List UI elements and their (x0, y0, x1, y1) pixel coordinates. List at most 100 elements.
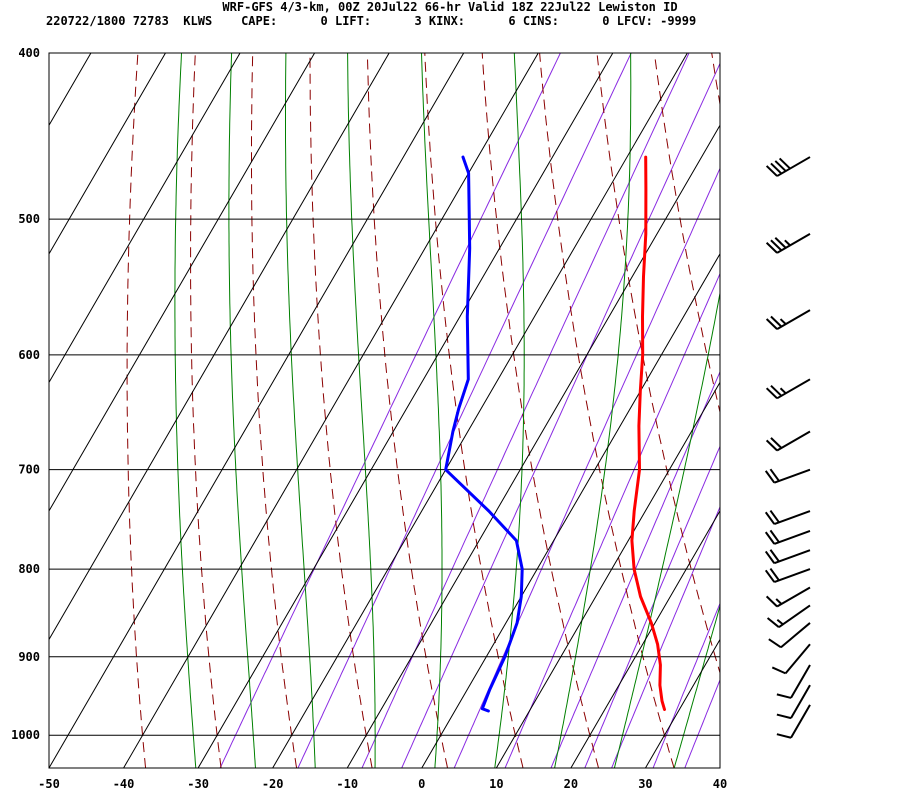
wind-barb-staff (776, 586, 811, 608)
dry-adiabat (366, 53, 448, 768)
y-tick-label: 800 (18, 562, 40, 576)
wind-barb-flag (769, 567, 780, 581)
y-tick-label: 1000 (11, 728, 40, 742)
isotherm-line (570, 509, 720, 768)
wind-barb-staff (790, 684, 811, 719)
isotherm-line (49, 53, 316, 512)
wind-barb (764, 549, 811, 565)
mixing-ratio-line (401, 62, 720, 768)
isotherm-line (49, 53, 465, 768)
dewpoint-trace (444, 155, 524, 713)
isotherm-line (49, 53, 241, 384)
wind-barb (771, 643, 811, 675)
wind-barb (764, 509, 811, 525)
wind-barb (765, 378, 811, 400)
traces (0, 53, 720, 768)
mixing-ratio-line (297, 53, 632, 768)
wind-barb-staff (776, 378, 811, 400)
plot-frame (48, 52, 721, 769)
wind-barb-flag (764, 531, 776, 545)
wind-barb (768, 622, 811, 649)
wind-barb-half-flag (779, 318, 787, 325)
isotherm-line (645, 638, 720, 768)
dry-adiabat (596, 53, 720, 675)
x-tick-label: -50 (38, 777, 60, 791)
x-tick-labels: -50 -40 -30 -20 -10 0 10 20 30 40 (38, 777, 727, 791)
mixing-ratio-line (550, 370, 720, 768)
wind-barb-staff (790, 704, 811, 739)
wind-barb-flag (764, 511, 776, 525)
wind-barb (766, 604, 811, 629)
moist-adiabat (174, 53, 197, 768)
isotherm-line (421, 252, 720, 768)
wind-barbs (764, 156, 811, 739)
x-tick-label: 40 (713, 777, 727, 791)
wind-barb (776, 684, 811, 720)
isotherm-line (495, 381, 720, 768)
wind-barb-flag (769, 529, 780, 543)
moist-adiabat (613, 290, 720, 768)
wind-barb-staff (776, 309, 811, 331)
wind-barb-staff (773, 468, 811, 484)
x-tick-label: 0 (418, 777, 425, 791)
wind-barb-staff (790, 664, 811, 699)
wind-barb-flag (778, 157, 791, 170)
mixing-ratio-line (684, 678, 720, 768)
moist-adiabat (347, 53, 376, 768)
moist-adiabat (673, 604, 720, 768)
isotherm-line (0, 53, 16, 768)
wind-barb-flag (766, 617, 780, 628)
wind-barb-flag (769, 509, 780, 523)
wind-barb-staff (776, 233, 811, 254)
wind-barb (765, 430, 811, 452)
isotherm-line (346, 124, 720, 768)
isotherm-line (123, 53, 539, 768)
wind-barb (764, 529, 811, 545)
wind-barb-flag (765, 318, 778, 330)
wind-barb-flag (774, 160, 787, 172)
x-tick-label: -30 (187, 777, 209, 791)
y-tick-label: 400 (18, 46, 40, 60)
dry-adiabat (251, 53, 298, 768)
y-tick-labels: 400 500 600 700 800 900 1000 (11, 46, 40, 742)
wind-barb-flag (765, 595, 778, 608)
mixing-ratio-line (751, 53, 900, 768)
moist-adiabat (554, 53, 632, 768)
mixing-ratio-line (611, 505, 720, 768)
x-tick-label: 10 (489, 777, 503, 791)
dry-adiabat (126, 53, 147, 768)
mixing-ratio-line (361, 53, 690, 768)
wind-barb-flag (774, 237, 787, 249)
dry-adiabat (190, 53, 222, 768)
wind-barb-flag (776, 713, 792, 720)
wind-barb-staff (773, 510, 811, 525)
y-tick-label: 600 (18, 348, 40, 362)
wind-barb-flag (764, 550, 776, 564)
wind-barb (764, 468, 811, 484)
mixing-ratio-line (722, 53, 900, 768)
wind-barb-flag (765, 242, 778, 254)
wind-barb-half-flag (779, 387, 787, 395)
wind-barb-flag (769, 549, 780, 563)
wind-barb-half-flag (776, 618, 784, 626)
dry-adiabat (653, 53, 720, 415)
wind-barb-staff (778, 604, 811, 629)
wind-barb-flag (764, 569, 776, 583)
dry-adiabat (481, 53, 599, 768)
x-tick-label: 20 (564, 777, 578, 791)
wind-barb-flag (764, 470, 776, 484)
wind-barb-staff (776, 156, 811, 177)
wind-barb (765, 309, 811, 331)
moist-adiabat (494, 53, 525, 768)
isotherm-line (49, 53, 166, 255)
wind-barb (765, 233, 811, 254)
y-tick-label: 500 (18, 212, 40, 226)
wind-barb-flag (770, 162, 783, 175)
dry-adiabat (827, 53, 900, 768)
wind-barb-flag (771, 666, 786, 675)
isotherm-line (49, 53, 92, 127)
wind-barb-flag (776, 733, 792, 739)
y-tick-label: 900 (18, 650, 40, 664)
moist-adiabat (285, 53, 316, 768)
